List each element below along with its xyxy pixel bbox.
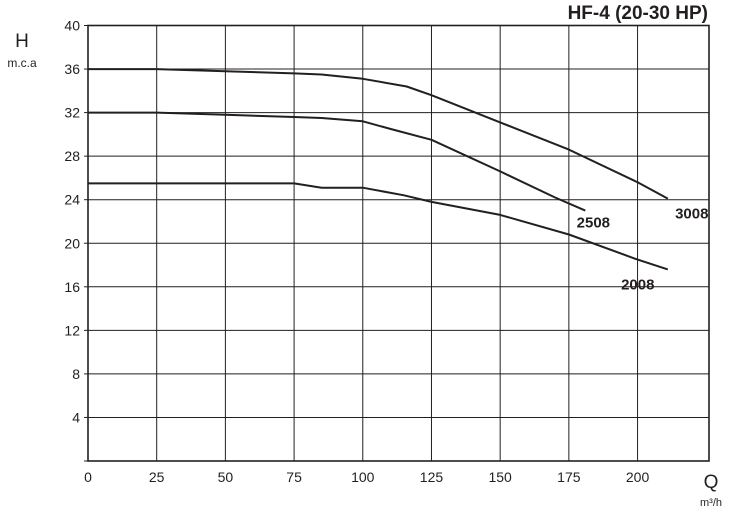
x-tick-label: 25 (149, 469, 165, 485)
y-tick-label: 4 (72, 409, 80, 425)
x-tick-label: 100 (351, 469, 375, 485)
y-tick-label: 28 (64, 148, 80, 164)
x-tick-label: 175 (557, 469, 581, 485)
y-tick-label: 12 (64, 322, 80, 338)
series-line-3008 (88, 68, 669, 200)
tick-labels: 0 25 50 75 100 125 150 175 200 4 8 12 16 20 24 28 32 36 40 (64, 18, 649, 486)
grid (84, 24, 710, 462)
y-tick-label: 36 (64, 61, 80, 77)
series-label-2008: 2008 (621, 276, 654, 293)
x-axis-label: Q (704, 472, 719, 493)
x-tick-label: 0 (84, 469, 92, 485)
y-tick-label: 32 (64, 105, 80, 121)
series-label-2508: 2508 (577, 215, 610, 232)
y-tick-label: 8 (72, 366, 80, 382)
x-tick-label: 125 (420, 469, 444, 485)
chart-title: HF-4 (20-30 HP) (568, 3, 708, 24)
x-tick-label: 200 (626, 469, 650, 485)
x-tick-label: 150 (488, 469, 512, 485)
x-tick-label: 75 (286, 469, 302, 485)
series-line-2508 (88, 111, 586, 212)
series-line-2008 (88, 182, 669, 271)
x-axis-unit: m³/h (700, 497, 722, 509)
y-tick-label: 40 (64, 18, 80, 34)
y-tick-label: 24 (64, 192, 80, 208)
series-label-3008: 3008 (675, 206, 708, 223)
x-tick-label: 50 (218, 469, 234, 485)
series-lines: 3008 2508 2008 (88, 68, 708, 293)
y-tick-label: 16 (64, 279, 80, 295)
y-axis-label: H (15, 31, 29, 52)
y-tick-label: 20 (64, 235, 80, 251)
y-axis-unit: m.c.a (7, 56, 37, 70)
